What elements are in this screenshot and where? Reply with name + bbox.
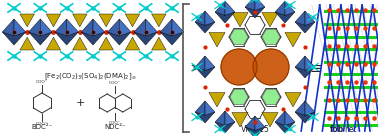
Polygon shape [230, 29, 248, 45]
Polygon shape [152, 14, 166, 27]
Text: COO⁻: COO⁻ [36, 80, 48, 84]
Polygon shape [195, 101, 205, 115]
Polygon shape [262, 89, 280, 105]
Polygon shape [245, 127, 265, 136]
Polygon shape [119, 19, 131, 36]
Text: +: + [75, 98, 85, 108]
Polygon shape [295, 101, 305, 115]
Polygon shape [305, 56, 315, 70]
Polygon shape [245, 116, 255, 130]
Polygon shape [285, 33, 301, 47]
Polygon shape [29, 32, 52, 45]
Polygon shape [160, 32, 184, 45]
Text: net: net [345, 125, 357, 134]
Polygon shape [285, 92, 301, 107]
Polygon shape [232, 112, 248, 127]
Polygon shape [230, 89, 248, 105]
Polygon shape [99, 37, 113, 50]
Polygon shape [81, 32, 105, 45]
Text: NDC²⁻: NDC²⁻ [104, 124, 126, 130]
Polygon shape [215, 111, 225, 125]
Polygon shape [275, 111, 285, 125]
Polygon shape [55, 19, 67, 36]
Polygon shape [262, 29, 280, 45]
Polygon shape [195, 56, 205, 70]
Text: BDC²⁻: BDC²⁻ [31, 124, 53, 130]
Polygon shape [46, 14, 61, 27]
Polygon shape [195, 22, 215, 33]
Polygon shape [305, 11, 315, 25]
Polygon shape [295, 112, 315, 123]
Text: ≡: ≡ [310, 61, 322, 75]
Text: COO⁻: COO⁻ [36, 122, 48, 126]
Polygon shape [81, 19, 93, 36]
Text: COO⁻: COO⁻ [109, 81, 121, 85]
Polygon shape [275, 122, 295, 133]
Polygon shape [93, 19, 105, 36]
Polygon shape [225, 111, 235, 125]
Polygon shape [14, 19, 26, 36]
Polygon shape [295, 22, 315, 33]
Text: COO⁻: COO⁻ [109, 121, 121, 125]
Text: VNU-15: VNU-15 [240, 125, 270, 134]
Polygon shape [295, 11, 305, 25]
Polygon shape [262, 112, 278, 127]
Polygon shape [46, 37, 61, 50]
Polygon shape [67, 19, 78, 36]
Polygon shape [125, 37, 140, 50]
Polygon shape [195, 67, 215, 78]
Polygon shape [108, 19, 119, 36]
Polygon shape [73, 14, 87, 27]
Polygon shape [225, 1, 235, 15]
Polygon shape [209, 92, 225, 107]
Polygon shape [152, 37, 166, 50]
Polygon shape [29, 19, 40, 36]
Polygon shape [195, 112, 215, 123]
Polygon shape [295, 67, 315, 78]
Polygon shape [73, 37, 87, 50]
Polygon shape [40, 19, 52, 36]
Polygon shape [305, 101, 315, 115]
Text: [Fe$_2$(CO$_2$)$_3$(SO$_4$)$_2$(DMA)$_2$]$_\infty$: [Fe$_2$(CO$_2$)$_3$(SO$_4$)$_2$(DMA)$_2$… [44, 72, 136, 83]
Polygon shape [160, 19, 172, 36]
Polygon shape [2, 32, 26, 45]
Polygon shape [245, 0, 255, 10]
Polygon shape [20, 37, 34, 50]
Polygon shape [146, 19, 157, 36]
Polygon shape [275, 12, 295, 23]
Polygon shape [2, 19, 14, 36]
Polygon shape [205, 101, 215, 115]
Polygon shape [209, 33, 225, 47]
Polygon shape [285, 111, 295, 125]
Circle shape [221, 49, 257, 85]
Polygon shape [255, 116, 265, 130]
Polygon shape [262, 13, 278, 27]
Polygon shape [215, 122, 235, 133]
Polygon shape [215, 12, 235, 23]
Polygon shape [108, 32, 131, 45]
Circle shape [253, 49, 289, 85]
Polygon shape [55, 32, 78, 45]
Polygon shape [134, 32, 157, 45]
Polygon shape [215, 1, 225, 15]
Polygon shape [134, 19, 146, 36]
Polygon shape [205, 56, 215, 70]
Ellipse shape [203, 7, 307, 127]
Polygon shape [275, 1, 285, 15]
Polygon shape [232, 13, 248, 27]
Polygon shape [295, 56, 305, 70]
Polygon shape [20, 14, 34, 27]
Polygon shape [125, 14, 140, 27]
Polygon shape [245, 7, 265, 18]
Polygon shape [195, 11, 205, 25]
Polygon shape [255, 0, 265, 10]
Polygon shape [205, 11, 215, 25]
Polygon shape [172, 19, 184, 36]
Text: fob: fob [330, 125, 344, 134]
Polygon shape [99, 14, 113, 27]
Polygon shape [285, 1, 295, 15]
